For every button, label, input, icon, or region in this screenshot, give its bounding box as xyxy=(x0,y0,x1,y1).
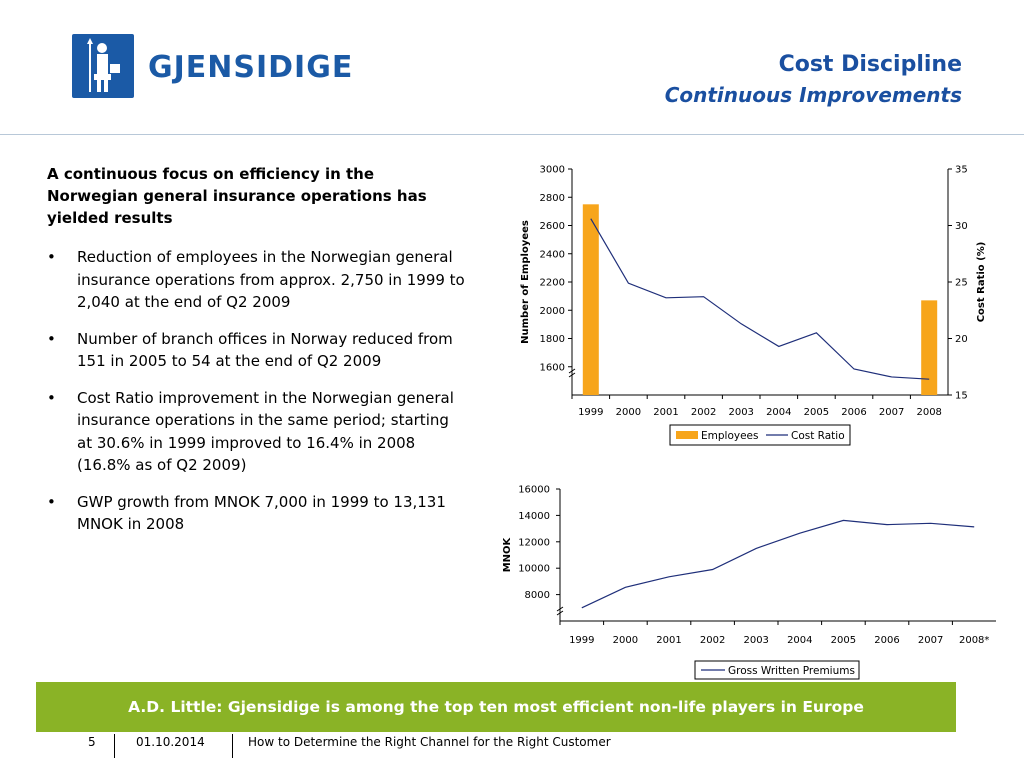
y2-tick-label: 25 xyxy=(955,278,968,289)
x-tick-label: 1999 xyxy=(569,635,594,646)
legend-employees-swatch xyxy=(676,431,698,439)
page-title: Cost Discipline xyxy=(778,52,962,77)
legend-cost-ratio-label: Cost Ratio xyxy=(791,430,845,442)
footer-title: How to Determine the Right Channel for t… xyxy=(248,735,611,749)
y-tick-label: 2800 xyxy=(540,193,565,204)
y-tick-label: 2400 xyxy=(540,249,565,260)
x-tick-label: 2003 xyxy=(728,407,753,418)
y-axis-label: MNOK xyxy=(502,536,513,572)
x-tick-label: 2002 xyxy=(700,635,725,646)
y2-tick-label: 20 xyxy=(955,334,968,345)
y-axis-label: Number of Employees xyxy=(520,220,531,344)
employees-bar xyxy=(582,204,599,395)
x-tick-label: 1999 xyxy=(578,407,603,418)
bullet-marker: • xyxy=(47,248,56,266)
y-tick-label: 2600 xyxy=(540,221,565,232)
knight-emblem-icon xyxy=(87,38,120,92)
x-tick-label: 2006 xyxy=(841,407,866,418)
y2-tick-label: 15 xyxy=(955,391,968,402)
y-tick-label: 1800 xyxy=(540,334,565,345)
bullet-marker: • xyxy=(47,388,56,407)
axis-break-icon xyxy=(568,368,576,378)
bullet-text: GWP growth from MNOK 7,000 in 1999 to 13… xyxy=(77,492,446,534)
y-tick-label: 16000 xyxy=(518,485,550,496)
x-tick-label: 2005 xyxy=(804,407,829,418)
x-tick-label: 2008* xyxy=(959,635,989,646)
y-tick-label: 1600 xyxy=(540,362,565,373)
banner-text: A.D. Little: Gjensidige is among the top… xyxy=(128,698,864,716)
footer-divider xyxy=(232,734,233,758)
y-tick-label: 12000 xyxy=(518,537,550,548)
bullet-item: • Cost Ratio improvement in the Norwegian… xyxy=(47,387,467,477)
y-tick-label: 2000 xyxy=(540,306,565,317)
brand-name: GJENSIDIGE xyxy=(148,50,354,85)
legend-box xyxy=(694,660,860,680)
x-tick-label: 2000 xyxy=(613,635,638,646)
x-tick-label: 2006 xyxy=(874,635,899,646)
bullet-text: Number of branch offices in Norway reduc… xyxy=(77,329,453,371)
y-tick-label: 2200 xyxy=(540,278,565,289)
bullet-marker: • xyxy=(47,329,56,348)
x-tick-label: 2007 xyxy=(918,635,943,646)
legend-box xyxy=(669,424,851,446)
x-tick-label: 2005 xyxy=(831,635,856,646)
y-tick-label: 10000 xyxy=(518,564,550,575)
x-tick-label: 2003 xyxy=(743,635,768,646)
gjensidige-logo xyxy=(72,34,134,98)
bullet-text: Cost Ratio improvement in the Norwegian … xyxy=(77,388,454,475)
y-tick-label: 8000 xyxy=(525,590,550,601)
x-tick-label: 2001 xyxy=(653,407,678,418)
y2-axis-label: Cost Ratio (%) xyxy=(976,242,987,323)
x-tick-label: 2008 xyxy=(916,407,941,418)
bullet-item: • Reduction of employees in the Norwegian… xyxy=(47,246,467,314)
employees-bar xyxy=(921,300,938,395)
legend-gwp-label: Gross Written Premiums xyxy=(728,665,855,677)
gwp-line xyxy=(581,519,975,609)
footer-date: 01.10.2014 xyxy=(136,735,205,749)
y-tick-label: 14000 xyxy=(518,511,550,522)
lead-statement: A continuous focus on efficiency in the … xyxy=(47,165,427,227)
employees-cost-ratio-chart: 1600 1800 2000 2200 2400 2600 2800 3000 15 20 25 30… xyxy=(520,165,987,446)
x-tick-label: 2004 xyxy=(766,407,791,418)
x-tick-label: 2007 xyxy=(879,407,904,418)
axis-break-icon xyxy=(556,606,564,616)
legend-employees-label: Employees xyxy=(701,430,758,442)
x-tick-label: 2004 xyxy=(787,635,812,646)
page-subtitle: Continuous Improvements xyxy=(664,83,962,107)
gross-written-premiums-chart: 8000 10000 12000 14000 16000 1999 2000 2001 2002… xyxy=(502,485,996,680)
bullet-list: • Reduction of employees in the Norwegian… xyxy=(47,246,467,550)
bullet-marker: • xyxy=(47,492,56,511)
x-tick-label: 2001 xyxy=(656,635,681,646)
x-tick-label: 2000 xyxy=(616,407,641,418)
header-divider xyxy=(0,134,1024,135)
y2-tick-label: 35 xyxy=(955,165,968,176)
footer-divider xyxy=(114,734,115,758)
cost-ratio-line xyxy=(590,218,930,380)
y-tick-label: 3000 xyxy=(540,165,565,176)
x-tick-label: 2002 xyxy=(691,407,716,418)
y2-tick-label: 30 xyxy=(955,221,968,232)
conclusion-banner: A.D. Little: Gjensidige is among the top… xyxy=(36,682,956,732)
bullet-text: Reduction of employees in the Norwegian … xyxy=(77,248,465,311)
page-number: 5 xyxy=(88,735,96,749)
bullet-item: • GWP growth from MNOK 7,000 in 1999 to 1… xyxy=(47,491,467,536)
bullet-item: • Number of branch offices in Norway redu… xyxy=(47,328,467,373)
